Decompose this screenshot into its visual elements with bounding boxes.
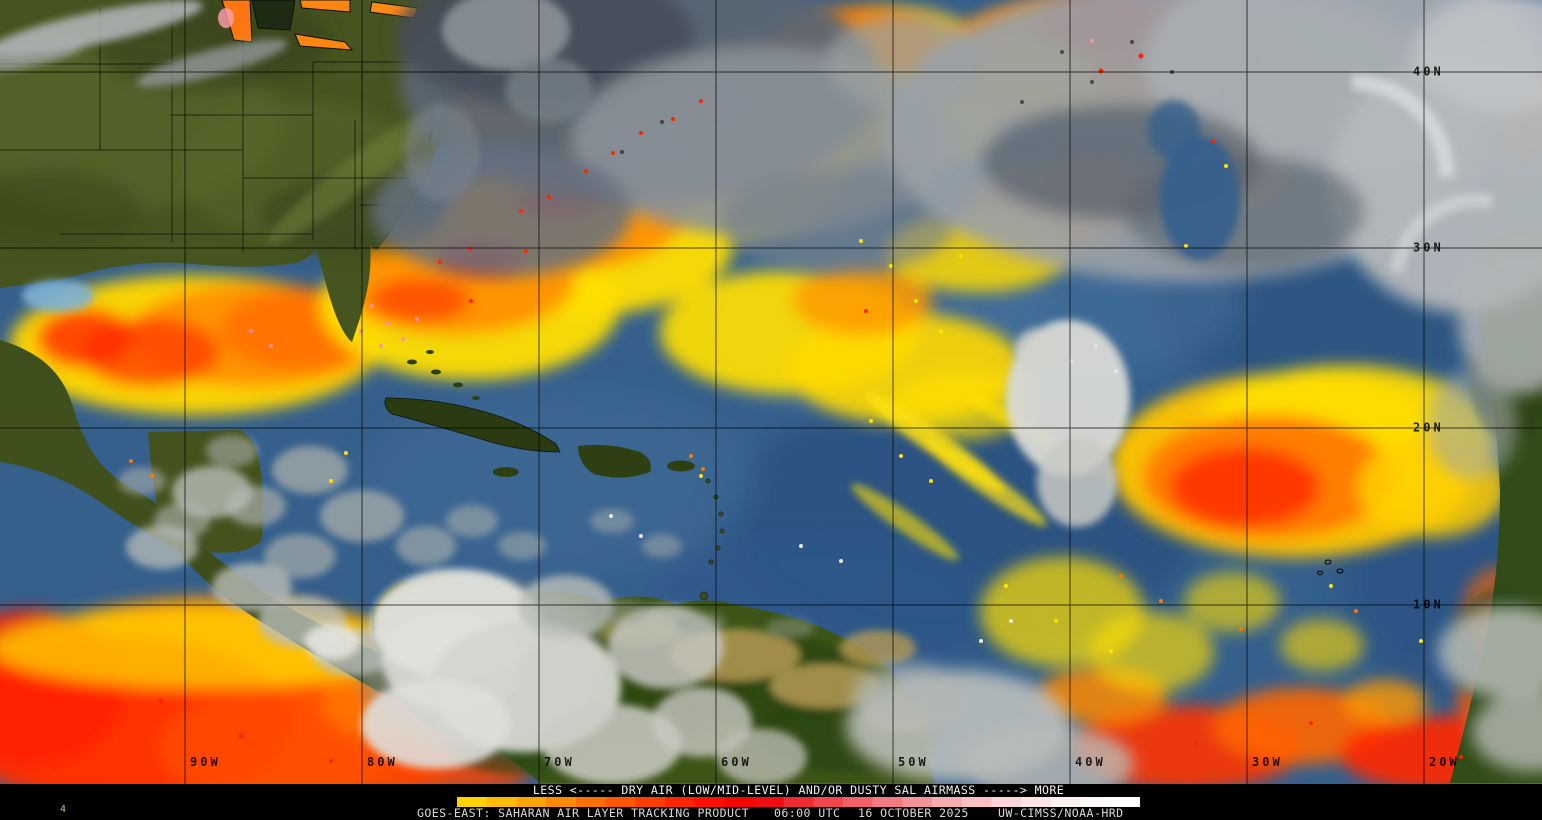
bahamas: [407, 350, 480, 400]
product-time: 06:00 UTC: [774, 806, 841, 820]
lake-erie: [294, 33, 354, 51]
product-info-bar: GOES-EAST: SAHARAN AIR LAYER TRACKING PR…: [0, 806, 1542, 820]
frame-indicator: 4: [60, 804, 67, 815]
lon-label-40w: 40W: [1075, 755, 1106, 769]
product-date: 16 OCTOBER 2025: [858, 806, 969, 820]
cuba: [384, 397, 561, 453]
lat-label-20n: 20N: [1413, 420, 1444, 435]
mexico-landmass: [0, 340, 186, 554]
sal-intensity-colorbar: [457, 797, 1140, 807]
puerto-rico: [667, 460, 695, 472]
satellite-imagery: [0, 0, 1542, 784]
colorbar-scale-label: LESS <----- DRY AIR (LOW/MID-LEVEL) AND/…: [532, 783, 1065, 797]
lat-label-10n: 10N: [1413, 597, 1444, 612]
lat-label-40n: 40N: [1413, 64, 1444, 79]
lon-label-70w: 70W: [544, 755, 575, 769]
cloud-layer: [0, 0, 1542, 784]
lon-label-60w: 60W: [721, 755, 752, 769]
lat-label-30n: 30N: [1413, 240, 1444, 255]
lon-label-50w: 50W: [898, 755, 929, 769]
lon-label-20w: 20W: [1429, 755, 1460, 769]
lon-label-80w: 80W: [367, 755, 398, 769]
satellite-map: 40N 30N 20N 10N 90W 80W 70W 60W 50W 40W …: [0, 0, 1542, 784]
speckle-layer: [93, 39, 1463, 763]
product-credit: UW-CIMSS/NOAA-HRD: [998, 806, 1124, 820]
jamaica: [493, 467, 519, 477]
hispaniola: [578, 444, 651, 478]
product-name: GOES-EAST: SAHARAN AIR LAYER TRACKING PR…: [417, 806, 750, 820]
grid-layer: [0, 0, 1542, 784]
lesser-antilles: [699, 478, 725, 601]
lake-huron: [251, 0, 296, 31]
lon-label-90w: 90W: [190, 755, 221, 769]
lon-label-30w: 30W: [1252, 755, 1283, 769]
islands-layer: [384, 93, 1515, 601]
